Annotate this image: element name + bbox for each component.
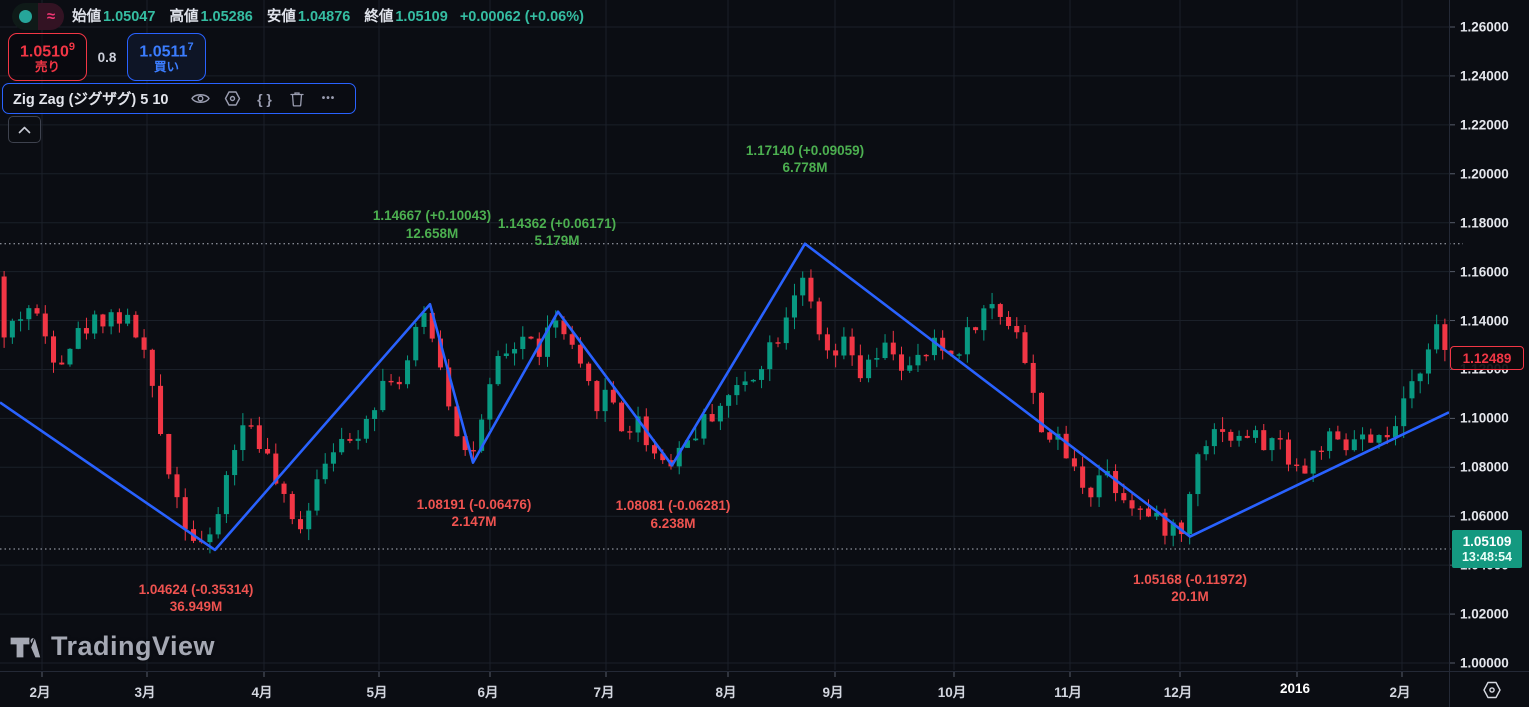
open-label: 始値 xyxy=(72,9,101,25)
source-code-braces-icon[interactable]: { } xyxy=(257,90,272,107)
close-value: 1.05109 xyxy=(395,9,448,25)
change-value: +0.00062 (+0.06%) xyxy=(459,9,584,25)
bar-countdown: 13:48:54 xyxy=(1461,550,1513,564)
market-status-segment[interactable] xyxy=(12,3,38,30)
indicator-title: Zig Zag (ジグザグ) 5 10 xyxy=(13,92,169,108)
price-tick-label: 1.26000 xyxy=(1460,19,1509,35)
price-tick-label: 1.06000 xyxy=(1460,508,1509,524)
price-tick-label: 1.02000 xyxy=(1460,606,1509,622)
collapse-legend-button[interactable] xyxy=(8,116,41,143)
axis-settings-hexagon-icon[interactable] xyxy=(1481,679,1503,706)
time-tick-label: 5月 xyxy=(366,685,388,700)
eye-icon[interactable] xyxy=(188,88,214,110)
time-tick-label: 8月 xyxy=(715,685,737,700)
price-tick-label: 1.18000 xyxy=(1460,215,1509,231)
price-tick-label: 1.00000 xyxy=(1460,655,1509,671)
close-label: 終値 xyxy=(364,9,394,25)
buy-price: 1.05117 xyxy=(139,40,194,61)
tradingview-logo: TradingView xyxy=(8,630,215,662)
settings-icon[interactable] xyxy=(220,88,246,110)
time-tick-label: 4月 xyxy=(251,685,273,700)
time-tick-label: 2月 xyxy=(29,685,51,700)
low-label: 安値 xyxy=(266,9,296,25)
trade-panel: 1.05109 売り 0.8 1.05117 買い xyxy=(8,33,206,81)
time-tick-label: 9月 xyxy=(822,685,844,700)
ohlc-bar: 始値 1.05047 高値 1.05286 安値 1.04876 終値 1.05109 … xyxy=(72,4,584,30)
last-price-label: 1.12489 xyxy=(1450,346,1524,370)
price-tick-label: 1.24000 xyxy=(1460,68,1509,84)
high-value: 1.05286 xyxy=(200,9,253,25)
buy-button[interactable]: 1.05117 買い xyxy=(127,33,206,81)
market-open-dot-icon xyxy=(18,10,32,23)
candlestick-series xyxy=(1,269,1448,554)
sell-button[interactable]: 1.05109 売り xyxy=(8,33,87,81)
chevron-up-icon xyxy=(18,126,31,133)
price-tick-label: 1.16000 xyxy=(1460,264,1509,280)
time-tick-label: 10月 xyxy=(937,685,967,700)
low-value: 1.04876 xyxy=(297,9,351,25)
sell-label: 売り xyxy=(34,60,60,75)
approx-wave-segment[interactable]: ≈ xyxy=(38,3,64,30)
high-label: 高値 xyxy=(169,9,199,25)
price-axis[interactable]: 1.26000 1.24000 1.22000 1.20000 1.18000 1.160… xyxy=(1450,0,1529,671)
more-options-icon[interactable]: ••• xyxy=(321,93,336,104)
delete-trash-icon[interactable] xyxy=(284,88,310,110)
price-tick-label: 1.08000 xyxy=(1460,459,1509,475)
spread-value: 0.8 xyxy=(97,49,117,65)
time-axis[interactable]: 2月 3月 4月 5月 6月 7月 8月 9月 10月 11月 12月 2016 2月 xyxy=(0,671,1529,707)
price-tick-label: 1.14000 xyxy=(1460,313,1509,329)
price-tick-label: 1.10000 xyxy=(1460,410,1509,426)
tradingview-mark-icon xyxy=(9,636,42,659)
open-value: 1.05047 xyxy=(103,9,156,25)
time-tick-label: 6月 xyxy=(477,685,499,700)
buy-label: 買い xyxy=(153,60,179,75)
axis-separator xyxy=(1449,0,1450,707)
time-tick-label: 7月 xyxy=(593,685,615,700)
time-tick-label: 12月 xyxy=(1163,685,1193,700)
price-tick-label: 1.20000 xyxy=(1460,166,1509,182)
price-tick-label: 1.22000 xyxy=(1460,117,1509,133)
current-price-label: 1.05109 13:48:54 xyxy=(1452,530,1522,568)
time-tick-label: 3月 xyxy=(134,685,156,700)
approx-wave-icon: ≈ xyxy=(46,8,56,25)
sell-price: 1.05109 xyxy=(19,40,76,61)
current-price-value: 1.05109 xyxy=(1462,534,1512,549)
zigzag-line xyxy=(0,242,1450,552)
time-tick-label: 11月 xyxy=(1054,685,1082,700)
time-tick-label: 2月 xyxy=(1389,685,1411,700)
tradingview-logo-text: TradingView xyxy=(51,630,216,661)
time-tick-label: 2016 xyxy=(1279,681,1311,696)
indicator-legend[interactable]: Zig Zag (ジグザグ) 5 10 { } ••• xyxy=(2,83,356,114)
quote-mode-toggle[interactable]: ≈ xyxy=(12,3,64,30)
